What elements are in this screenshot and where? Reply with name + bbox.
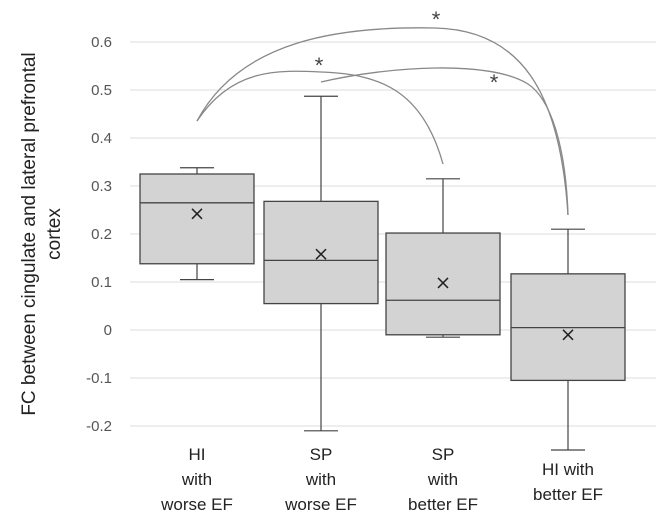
mean-marker	[437, 277, 449, 289]
x-category-label: better EF	[408, 495, 478, 514]
box-group	[139, 167, 255, 281]
x-category-label: HI	[189, 445, 206, 464]
y-tick-label: 0	[104, 322, 112, 339]
box-iqr	[139, 173, 255, 265]
box-group	[385, 178, 501, 338]
box-group	[263, 95, 379, 432]
y-tick-label: 0.6	[91, 34, 112, 51]
x-axis-categories: HI with worse EF SP with worse EF SP with better…	[160, 445, 603, 514]
box-group	[510, 228, 626, 451]
x-category-label: with	[181, 470, 212, 489]
y-axis-label: FC between cingulate and lateral prefron…	[19, 52, 65, 415]
mean-marker	[562, 329, 574, 341]
x-category-label: SP	[310, 445, 333, 464]
y-axis-label-line: cortex	[44, 208, 65, 260]
significance-star: *	[490, 70, 499, 95]
significance-brackets: * * *	[196, 7, 569, 216]
significance-curve	[196, 70, 444, 165]
y-tick-label: 0.5	[91, 82, 112, 99]
significance-curve	[320, 67, 569, 216]
x-category-label: worse EF	[284, 495, 357, 514]
boxes	[139, 95, 626, 451]
y-tick-label: -0.2	[86, 418, 112, 435]
mean-marker-stroke	[191, 208, 203, 220]
mean-marker	[315, 248, 327, 260]
x-category-label: with	[305, 470, 336, 489]
y-tick-label: 0.4	[91, 130, 112, 147]
x-category-label: better EF	[533, 485, 603, 504]
x-category-label: HI with	[542, 460, 594, 479]
x-category-label: with	[427, 470, 458, 489]
significance-star: *	[315, 53, 324, 78]
y-axis-ticks: -0.2 -0.1 0 0.1 0.2 0.3 0.4 0.5 0.6	[86, 34, 112, 435]
x-category-label: worse EF	[160, 495, 233, 514]
x-category-label: SP	[432, 445, 455, 464]
mean-marker-stroke	[315, 248, 327, 260]
mean-marker-stroke	[437, 277, 449, 289]
y-tick-label: 0.3	[91, 178, 112, 195]
y-tick-label: 0.1	[91, 274, 112, 291]
significance-star: *	[432, 7, 441, 32]
box-iqr	[263, 200, 379, 305]
mean-marker	[191, 208, 203, 220]
y-tick-label: 0.2	[91, 226, 112, 243]
y-axis-label-line: FC between cingulate and lateral prefron…	[19, 52, 40, 415]
mean-marker-stroke	[562, 329, 574, 341]
y-tick-label: -0.1	[86, 370, 112, 387]
